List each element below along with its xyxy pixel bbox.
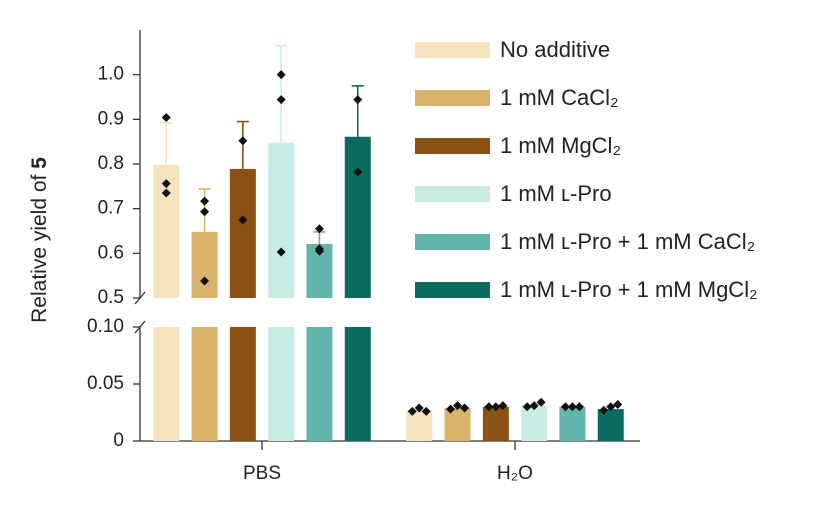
axis-break xyxy=(134,320,146,334)
y-tick-label: 0.7 xyxy=(98,198,124,219)
data-point xyxy=(238,136,248,146)
compound-number: 5 xyxy=(28,157,51,169)
legend-label: 1 mM ʟ-Pro + 1 mM CaCl₂ xyxy=(500,229,755,254)
data-point xyxy=(498,401,508,411)
data-point xyxy=(599,405,609,415)
y-tick-label: 0.9 xyxy=(98,108,124,129)
legend-swatch xyxy=(415,282,490,298)
data-point xyxy=(276,247,286,257)
bar xyxy=(482,406,509,441)
data-point xyxy=(536,397,546,407)
y-tick-label: 0 xyxy=(113,430,124,451)
data-point xyxy=(238,215,248,225)
data-point xyxy=(276,70,286,80)
data-point xyxy=(161,113,171,123)
legend-label: 1 mM ʟ-Pro + 1 mM MgCl₂ xyxy=(500,277,758,302)
legend-swatch xyxy=(415,138,490,154)
y-axis-label: Relative yield of 5 xyxy=(28,157,51,323)
data-point xyxy=(161,188,171,198)
bar xyxy=(597,409,624,441)
data-point xyxy=(574,402,584,412)
legend-swatch xyxy=(415,234,490,250)
bar xyxy=(344,327,371,441)
data-point xyxy=(491,402,501,412)
y-tick-label: 1.0 xyxy=(98,64,124,85)
data-point xyxy=(529,401,539,411)
bar xyxy=(268,142,295,298)
data-point xyxy=(200,207,210,217)
y-tick-label: 0.05 xyxy=(87,373,124,394)
data-point xyxy=(421,406,431,416)
bar xyxy=(306,327,333,441)
data-point xyxy=(161,179,171,189)
data-point xyxy=(407,406,417,416)
bar xyxy=(229,327,256,441)
y-tick-label: 0.8 xyxy=(98,153,124,174)
legend: No additive 1 mM CaCl₂ 1 mM MgCl₂ 1 mM ʟ-Pr… xyxy=(415,37,758,302)
y-label-text: Relative yield of xyxy=(28,169,51,323)
y-tick-label: 0.6 xyxy=(98,242,124,263)
data-point xyxy=(484,402,494,412)
data-point xyxy=(314,246,324,256)
legend-label: 1 mM ʟ-Pro xyxy=(500,181,612,206)
bar xyxy=(153,327,180,441)
bar xyxy=(406,410,433,441)
data-point xyxy=(460,403,470,413)
legend-label: 1 mM CaCl₂ xyxy=(500,85,619,110)
legend-swatch xyxy=(415,90,490,106)
x-tick-label: H₂O xyxy=(497,463,533,484)
bar xyxy=(268,327,295,441)
legend-label: 1 mM MgCl₂ xyxy=(500,133,621,158)
legend-label: No additive xyxy=(500,37,610,62)
data-point xyxy=(414,403,424,413)
data-point xyxy=(446,404,456,414)
data-point xyxy=(560,402,570,412)
legend-swatch xyxy=(415,186,490,202)
legend-swatch xyxy=(415,42,490,58)
data-point xyxy=(453,401,463,411)
data-point xyxy=(353,167,363,177)
bar xyxy=(444,407,471,441)
bar xyxy=(521,405,548,441)
error-bar xyxy=(275,44,288,143)
data-point xyxy=(276,95,286,105)
error-bar xyxy=(313,231,326,244)
data-point xyxy=(613,400,623,410)
bar xyxy=(191,327,218,441)
x-tick-label: PBS xyxy=(243,463,281,484)
data-point xyxy=(314,224,324,234)
data-point xyxy=(606,402,616,412)
data-point xyxy=(353,95,363,105)
error-bar xyxy=(351,85,364,137)
data-point xyxy=(200,276,210,286)
y-tick-label: 0.5 xyxy=(98,287,124,308)
error-bar xyxy=(160,122,173,165)
bar xyxy=(191,231,218,298)
plot-area: 0.5 0.6 0.7 0.8 0.9 1.0 0 0.05 0.10 PBS H₂O xyxy=(87,30,640,484)
bar xyxy=(559,406,586,441)
axis-break xyxy=(134,291,146,305)
data-point xyxy=(567,402,577,412)
bar xyxy=(229,168,256,298)
bar xyxy=(344,136,371,298)
y-tick-label: 0.10 xyxy=(87,316,124,337)
data-point xyxy=(200,196,210,206)
data-point xyxy=(522,402,532,412)
